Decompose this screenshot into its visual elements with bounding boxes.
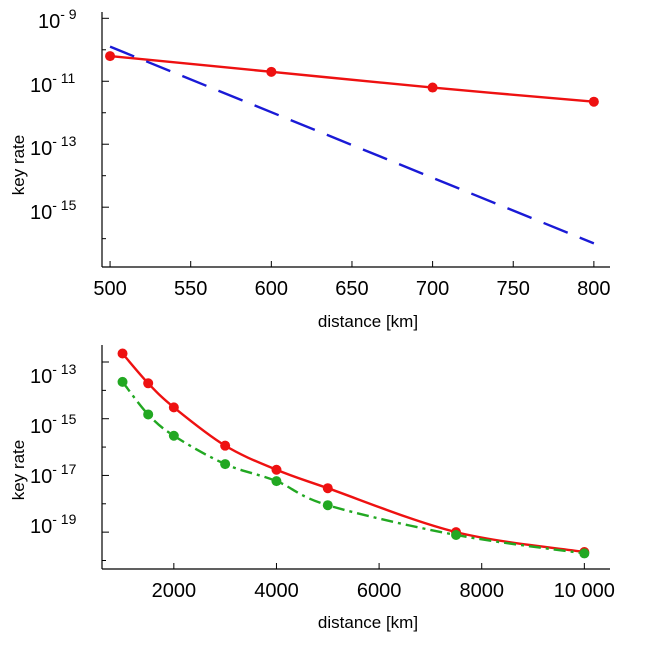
chart-top-data-point — [105, 51, 116, 62]
chart-bottom-series-line — [121, 352, 585, 554]
chart-top-data-point — [266, 66, 277, 77]
chart-top-xtick-label: 800 — [577, 278, 610, 300]
chart-top-xlabel: distance [km] — [318, 312, 418, 331]
chart-bottom-ytick-label: 10- 17 — [30, 461, 77, 488]
chart-top-y-ticks — [102, 17, 109, 240]
chart-bottom-data-point — [143, 409, 154, 420]
chart-top: key rate distance [km] 10- 9 10- 11 10- … — [9, 6, 611, 331]
chart-bottom-y-tick-labels: 10- 13 10- 15 10- 17 10- 19 — [30, 361, 77, 538]
chart-top-xtick-label: 500 — [93, 278, 126, 300]
chart-bottom-series-line — [121, 381, 585, 555]
chart-bottom-data-point — [220, 440, 231, 451]
chart-bottom-xlabel: distance [km] — [318, 613, 418, 632]
chart-bottom-data-point — [168, 430, 179, 441]
chart-bottom-x-ticks: 2000 4000 6000 8000 10 000 — [152, 563, 615, 602]
chart-bottom-ylabel: key rate — [9, 440, 28, 500]
chart-bottom-data-point — [579, 548, 590, 559]
chart-bottom-data-point — [451, 529, 462, 540]
chart-bottom-data-point — [322, 483, 333, 494]
chart-top-y-tick-labels: 10- 9 10- 11 10- 13 10- 15 — [30, 6, 77, 224]
chart-bottom-data-point — [271, 464, 282, 475]
chart-top-series-line — [109, 45, 595, 245]
chart-bottom-series — [117, 348, 590, 559]
chart-top-ytick-label: 10- 11 — [30, 70, 76, 97]
chart-bottom-data-point — [271, 476, 282, 487]
chart-bottom-data-point — [143, 378, 154, 389]
chart-top-ytick-label: 10- 15 — [30, 197, 77, 224]
chart-top-xtick-label: 550 — [174, 278, 207, 300]
chart-bottom-ytick-label: 10- 15 — [30, 411, 77, 438]
chart-top-ytick-label: 10- 13 — [30, 133, 77, 160]
chart-top-data-point — [588, 96, 599, 107]
chart-bottom-data-point — [117, 376, 128, 387]
chart-top-x-ticks: 500 550 600 650 700 750 800 — [93, 261, 611, 300]
chart-bottom-data-point — [117, 348, 128, 359]
chart-top-xtick-label: 600 — [255, 278, 288, 300]
chart-top-ytick-label: 10- 9 — [38, 6, 77, 33]
chart-bottom-y-ticks — [102, 361, 109, 561]
chart-top-ylabel: key rate — [9, 135, 28, 195]
chart-bottom-xtick-label: 2000 — [152, 580, 197, 602]
chart-top-series — [105, 45, 599, 245]
chart-bottom-data-point — [322, 500, 333, 511]
chart-bottom-data-point — [220, 459, 231, 470]
chart-bottom-ytick-label: 10- 19 — [30, 511, 77, 538]
chart-top-series-line — [109, 54, 594, 103]
chart-bottom-xtick-label: 10 000 — [554, 580, 615, 602]
chart-top-data-point — [427, 82, 438, 93]
chart-bottom-xtick-label: 4000 — [254, 580, 299, 602]
chart-bottom-data-point — [168, 402, 179, 413]
chart-bottom-xtick-label: 6000 — [357, 580, 402, 602]
chart-top-xtick-label: 750 — [497, 278, 530, 300]
chart-bottom: key rate distance [km] 10- 13 10- 15 10-… — [9, 345, 615, 632]
chart-bottom-ytick-label: 10- 13 — [30, 361, 77, 388]
chart-top-xtick-label: 650 — [335, 278, 368, 300]
chart-bottom-xtick-label: 8000 — [459, 580, 504, 602]
chart-top-xtick-label: 700 — [416, 278, 449, 300]
